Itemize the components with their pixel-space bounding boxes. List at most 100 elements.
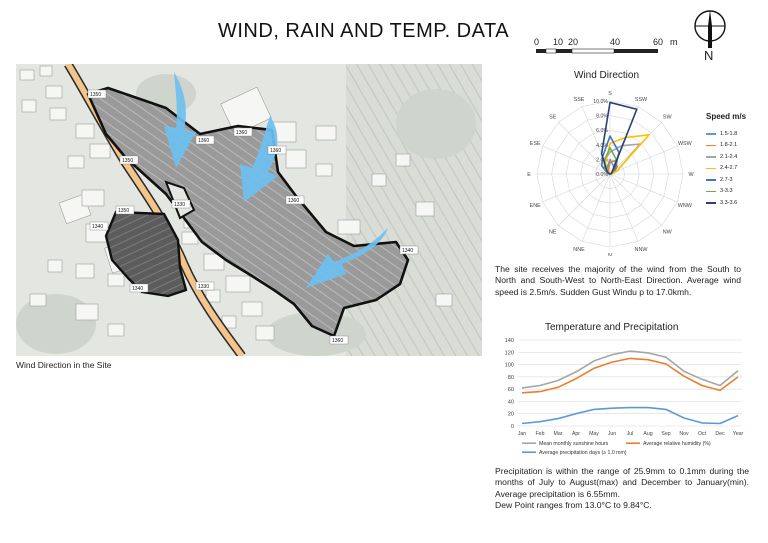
contour-label: 1340	[402, 248, 413, 254]
contour-label: 1360	[332, 338, 343, 344]
wind-legend-title: Speed m/s	[706, 112, 747, 121]
contour-label: 1350	[118, 208, 129, 214]
temp-y-tick: 80	[508, 375, 514, 381]
wind-legend-entry: 3-3.3	[706, 186, 766, 198]
wind-direction-label: SSW	[635, 97, 648, 103]
vegetation-patches	[16, 74, 476, 356]
wind-arrow-icon	[240, 116, 278, 202]
temp-chart-title: Temperature and Precipitation	[545, 322, 679, 333]
scale-bar-graphic	[536, 48, 658, 54]
scale-label-40: 40	[610, 37, 621, 47]
north-arrow-icon	[694, 10, 726, 48]
wind-legend-swatch	[706, 179, 716, 181]
temp-y-tick: 60	[508, 387, 514, 393]
contour-label: 1360	[288, 198, 299, 204]
temp-x-tick: Mar	[554, 431, 563, 437]
scale-label-0: 0	[534, 37, 540, 47]
wind-rose-spoke	[581, 173, 611, 242]
wind-legend-entry: 1.8-2.1	[706, 140, 766, 152]
wind-rose-ring-label: 0.0%	[596, 172, 608, 178]
wind-legend-entry: 1.5-1.8	[706, 128, 766, 140]
wind-direction-label: W	[688, 172, 694, 178]
compass-letter: N	[704, 48, 714, 63]
temp-y-tick: 20	[508, 412, 514, 418]
wind-series-line	[600, 101, 638, 175]
temp-legend-label: Mean monthly sunshine hours	[539, 441, 609, 447]
wind-direction-label: WSW	[678, 141, 693, 147]
wind-rose-ring-label: 10.0%	[593, 99, 608, 105]
wind-arrows	[164, 72, 388, 288]
contour-labels: 1350 1360 1360 1360 1350 1360 1340 1330 …	[90, 92, 413, 344]
scale-label-unit: m	[670, 37, 678, 47]
contour-label: 1360	[198, 138, 209, 144]
site-aerial-map: 1350 1360 1360 1360 1350 1360 1340 1330 …	[16, 64, 482, 356]
contour-label: 1340	[92, 224, 103, 230]
rain-description: Precipitation is within the range of 25.…	[495, 466, 749, 512]
contour-label: 1350	[122, 158, 133, 164]
scale-label-20: 20	[568, 37, 579, 47]
wind-legend-swatch	[706, 190, 716, 192]
wind-rose-spoke	[609, 173, 662, 226]
wind-legend-swatch	[706, 202, 716, 204]
dew-point-text: Dew Point ranges from 13.0°C to 9.84°C.	[495, 500, 652, 511]
wind-direction-label: NE	[549, 229, 557, 235]
contour-label: 1330	[174, 202, 185, 208]
temp-x-tick: Aug	[643, 431, 652, 437]
contour-label: 1360	[270, 148, 281, 154]
wind-arrow-icon	[306, 228, 388, 288]
wind-direction-label: NNE	[573, 247, 585, 253]
temp-y-tick: 140	[505, 338, 514, 344]
temp-legend-label: Average precipitation days (≥ 1.0 mm)	[539, 450, 627, 456]
wind-rose-ring-label: 8.0%	[596, 114, 608, 120]
contour-label: 1350	[90, 92, 101, 98]
wind-direction-label: E	[527, 172, 531, 178]
scale-bar: 0 10 20 40 60 m	[520, 33, 690, 63]
wind-direction-label: SSE	[574, 97, 585, 103]
wind-direction-label: NNW	[635, 247, 649, 253]
temp-series-line	[521, 357, 739, 394]
map-caption: Wind Direction in the Site	[16, 360, 112, 370]
wind-description: The site receives the majority of the wi…	[495, 264, 741, 297]
temp-x-tick: Jul	[627, 431, 634, 437]
wind-legend: 1.5-1.8 1.8-2.1 2.1-2.4 2.4-2.7 2.7-3 3-3.3 3.…	[706, 128, 766, 209]
wind-legend-label: 2.4-2.7	[720, 165, 738, 172]
temperature-precipitation-chart: 0 20 40 60 80 100 120 140 Jan Feb Mar Apr May Jun Jul A…	[505, 338, 744, 456]
wind-rose-chart: 0.0%2.0%4.0%6.0%8.0%10.0%SSSWSWWSWWWNWNW…	[527, 91, 694, 256]
temp-x-tick: Jan	[518, 431, 526, 437]
contour-label: 1330	[198, 284, 209, 290]
temp-x-tick: Nov	[679, 431, 689, 437]
temp-y-tick: 100	[505, 363, 514, 369]
scale-label-60: 60	[653, 37, 664, 47]
wind-rose-spoke	[558, 173, 611, 226]
wind-arrow-icon	[164, 72, 196, 168]
wind-legend-swatch	[706, 133, 716, 135]
wind-direction-label: ESE	[530, 141, 541, 147]
temp-x-tick: Oct	[698, 431, 707, 437]
wind-legend-entry: 2.4-2.7	[706, 163, 766, 175]
wind-direction-label: S	[608, 91, 612, 97]
wind-legend-label: 1.5-1.8	[720, 130, 738, 137]
temp-x-tick: Apr	[572, 431, 580, 437]
wind-legend-label: 2.1-2.4	[720, 153, 738, 160]
wind-direction-label: NW	[663, 229, 673, 235]
wind-legend-swatch	[706, 167, 716, 169]
temp-x-tick: Year	[733, 431, 744, 437]
temp-y-tick: 40	[508, 399, 514, 405]
site-parcel-lower	[104, 210, 188, 298]
temp-series-line	[521, 350, 739, 389]
contour-label-boxes	[87, 89, 419, 345]
wind-direction-title: Wind Direction	[574, 70, 640, 81]
wind-direction-label: SE	[549, 115, 557, 121]
precipitation-text: Precipitation is within the range of 25.…	[495, 466, 749, 499]
temp-series-line	[521, 406, 739, 425]
temp-y-tick: 120	[505, 350, 514, 356]
wind-legend-swatch	[706, 144, 716, 146]
wind-legend-label: 2.7-3	[720, 176, 733, 183]
page-title: WIND, RAIN AND TEMP. DATA	[218, 20, 510, 42]
temp-x-tick: Feb	[536, 431, 545, 437]
wind-legend-entry: 2.1-2.4	[706, 151, 766, 163]
contour-label: 1340	[132, 286, 143, 292]
wind-legend-entry: 2.7-3	[706, 174, 766, 186]
wind-rose-spoke	[542, 173, 611, 203]
wind-rose-spoke	[542, 145, 611, 175]
